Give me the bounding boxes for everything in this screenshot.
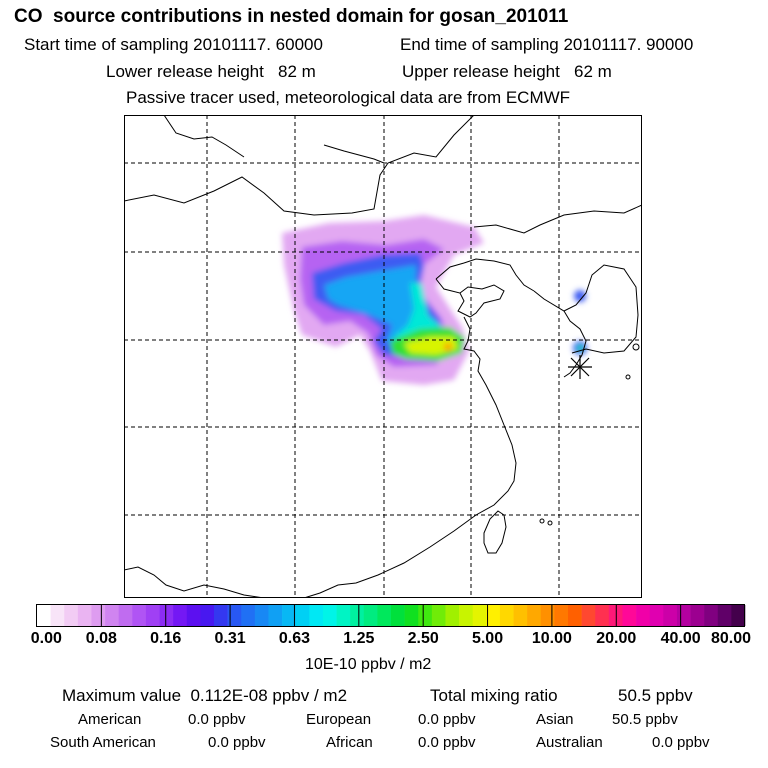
colorbar-cell [268,605,283,626]
concentration-plume [282,215,587,385]
colorbar-cell [404,605,419,626]
end-time-label: End time of sampling 20101117. 90000 [400,35,694,54]
region-name: European [306,711,372,728]
colorbar-tick-label: 0.00 [30,630,62,647]
colorbar-tick-label: 40.00 [660,630,701,647]
colorbar-tick-label: 0.63 [278,630,311,647]
colorbar-cell [173,605,188,626]
region-value: 50.5 ppbv [612,711,678,728]
colorbar-cell [350,605,365,626]
colorbar-tick-label: 20.00 [596,630,637,647]
colorbar-cell [445,605,460,626]
colorbar-cell [145,605,160,626]
region-name: African [326,734,373,751]
colorbar-cell [214,605,228,626]
start-time-label: Start time of sampling 20101117. 60000 [24,35,323,54]
data-note: Passive tracer used, meteorological data… [126,88,571,107]
colorbar-cell [363,605,378,626]
region-value: 0.0 ppbv [188,711,246,728]
colorbar-cell [50,605,65,626]
colorbar-cell [186,605,201,626]
colorbar-cell [254,605,269,626]
total-mixing-label: Total mixing ratio [430,686,558,705]
colorbar-cell [676,605,691,626]
colorbar-tick-label: 80.00 [710,630,752,647]
colorbar-tick-label: 0.31 [214,630,246,647]
map-title: CO source contributions in nested domain… [14,6,569,27]
colorbar-cell [159,605,174,626]
colorbar-cells [37,605,746,626]
colorbar-cell [704,605,719,626]
colorbar-cell [472,605,487,626]
colorbar-cell [554,605,569,626]
region-name: Asian [536,711,574,728]
colorbar-tick-label: 1.25 [343,630,375,647]
colorbar-cell [418,605,433,626]
region-value: 0.0 ppbv [208,734,266,751]
region-name: South American [50,734,156,751]
region-value: 0.0 ppbv [418,734,476,751]
colorbar-cell [118,605,133,626]
region-value: 0.0 ppbv [418,711,476,728]
colorbar-cell [486,605,501,626]
colorbar-tick-label: 10.00 [531,630,572,647]
colorbar-cell [540,605,555,626]
colorbar-cell [309,605,324,626]
colorbar-cell [649,605,664,626]
colorbar-cell [595,605,610,626]
colorbar-cell [717,605,732,626]
colorbar-cell [391,605,405,626]
colorbar-cell [581,605,596,626]
colorbar-cell [282,605,296,626]
colorbar-cell [690,605,705,626]
colorbar-cell [377,605,392,626]
colorbar-cell [513,605,528,626]
map-plot [124,115,642,598]
receptor-marker [568,355,592,379]
coastlines [124,115,642,598]
colorbar [36,604,746,627]
colorbar-frame [36,604,745,627]
colorbar-cell [499,605,514,626]
map-grid [124,115,642,598]
total-mixing-value: 50.5 ppbv [618,686,693,705]
colorbar-separators [100,604,682,627]
colorbar-cell [663,605,678,626]
colorbar-tick-label: 0.16 [150,630,182,647]
colorbar-cell [64,605,79,626]
colorbar-cell [37,605,51,626]
map-frame [124,115,642,598]
region-name: Australian [536,734,603,751]
colorbar-cell [336,605,351,626]
colorbar-cell [322,605,337,626]
colorbar-cell [527,605,542,626]
colorbar-cell [105,605,119,626]
colorbar-cell [77,605,92,626]
colorbar-cell [568,605,582,626]
colorbar-cell [91,605,106,626]
colorbar-cell [622,605,637,626]
colorbar-cell [295,605,310,626]
colorbar-cell [200,605,215,626]
colorbar-tick-label: 2.50 [407,630,439,647]
max-value-label: Maximum value 0.112E-08 ppbv / m2 [62,686,348,705]
colorbar-cell [241,605,256,626]
colorbar-units: 10E-10 ppbv / m2 [305,656,432,673]
colorbar-tick-label: 5.00 [471,630,504,647]
lower-height-label: Lower release height 82 m [106,62,316,81]
region-name: American [78,711,142,728]
colorbar-cell [431,605,446,626]
colorbar-cell [227,605,242,626]
region-value: 0.0 ppbv [652,734,710,751]
upper-height-label: Upper release height 62 m [402,62,612,81]
colorbar-tick-label: 0.08 [85,630,117,647]
colorbar-cell [731,605,746,626]
colorbar-cell [636,605,650,626]
colorbar-cell [459,605,473,626]
colorbar-cell [132,605,147,626]
